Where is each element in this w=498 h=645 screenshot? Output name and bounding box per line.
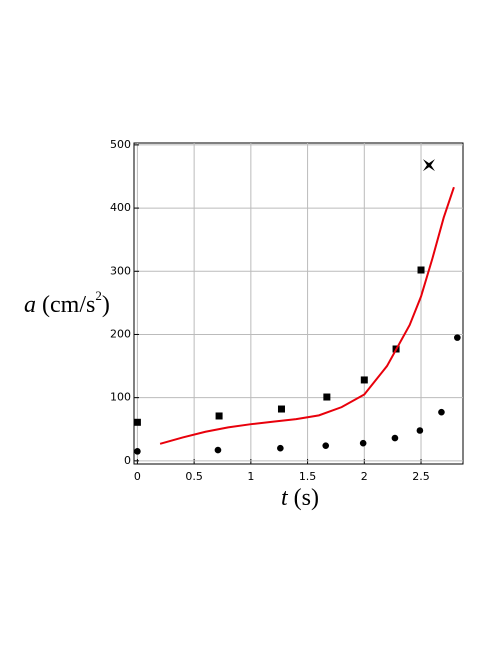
y-tick-label: 0 [124,454,131,467]
x-axis-label: t (s) [281,485,319,511]
circle-point [359,439,367,447]
x-tick-label: 1 [247,470,254,483]
fit-curve [159,186,455,445]
square-point [323,393,331,401]
x-tick-label: 0 [134,470,141,483]
x-label-symbol: t [281,485,289,511]
circle-point [214,446,222,454]
circle-point [391,434,399,442]
circle-point [454,334,461,341]
x-tick-label: 0.5 [185,470,203,483]
y-axis-label: a (cm/s2) [24,288,110,318]
y-tick-label: 100 [110,391,131,404]
x-tick-label: 2 [361,470,368,483]
circle-point [277,444,284,452]
y-label-close: ) [102,292,110,318]
square-point [360,376,368,384]
y-label-unit: (cm/s [42,292,95,318]
square-point [133,418,141,426]
y-tick-label: 200 [110,327,131,340]
plot-area [133,142,464,465]
circle-point [438,408,445,416]
x-tick-label: 2.5 [412,470,430,483]
circle-point [134,448,141,455]
square-point [417,266,425,274]
y-label-exponent: 2 [95,288,102,303]
y-label-symbol: a [24,292,36,318]
y-tick-label: 400 [110,201,131,214]
square-point [277,405,285,413]
y-tick-label: 300 [110,264,131,277]
x-tick-label: 1.5 [299,470,317,483]
circle-point [416,427,424,434]
square-point [215,412,223,420]
y-tick-label: 500 [110,138,131,151]
star-point [422,159,435,172]
x-label-unit: (s) [294,485,319,511]
circle-point [322,442,330,449]
